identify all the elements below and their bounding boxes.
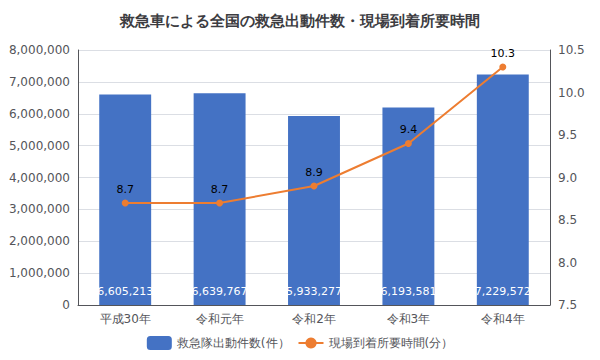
- svg-text:7.5: 7.5: [558, 298, 577, 312]
- svg-text:5,000,000: 5,000,000: [9, 139, 70, 153]
- svg-text:令和3年: 令和3年: [387, 312, 431, 326]
- svg-text:8.7: 8.7: [211, 183, 229, 196]
- svg-text:8.7: 8.7: [116, 183, 134, 196]
- svg-text:6,193,581: 6,193,581: [380, 285, 436, 298]
- svg-text:8.0: 8.0: [558, 256, 577, 270]
- svg-text:1,000,000: 1,000,000: [9, 266, 70, 280]
- svg-text:4,000,000: 4,000,000: [9, 171, 70, 185]
- svg-text:令和2年: 令和2年: [292, 312, 336, 326]
- svg-text:9.5: 9.5: [558, 128, 577, 142]
- svg-text:6,639,767: 6,639,767: [192, 285, 248, 298]
- svg-text:8.5: 8.5: [558, 213, 577, 227]
- svg-text:0: 0: [62, 298, 70, 312]
- svg-text:現場到着所要時間(分）: 現場到着所要時間(分）: [329, 336, 454, 350]
- svg-text:8.9: 8.9: [305, 166, 323, 179]
- svg-text:10.3: 10.3: [491, 47, 516, 60]
- svg-text:令和4年: 令和4年: [481, 312, 525, 326]
- svg-text:9.0: 9.0: [558, 171, 577, 185]
- svg-text:6,000,000: 6,000,000: [9, 107, 70, 121]
- svg-text:救急車による全国の救急出動件数・現場到着所要時間: 救急車による全国の救急出動件数・現場到着所要時間: [119, 12, 480, 30]
- svg-text:令和元年: 令和元年: [196, 312, 244, 326]
- svg-text:7,229,572: 7,229,572: [475, 285, 531, 298]
- svg-text:6,605,213: 6,605,213: [97, 285, 153, 298]
- svg-text:8,000,000: 8,000,000: [9, 43, 70, 57]
- svg-text:10.5: 10.5: [558, 43, 585, 57]
- svg-text:10.0: 10.0: [558, 86, 585, 100]
- svg-text:7,000,000: 7,000,000: [9, 75, 70, 89]
- svg-text:9.4: 9.4: [400, 123, 418, 136]
- svg-text:5,933,277: 5,933,277: [286, 285, 342, 298]
- svg-text:救急隊出動件数(件）: 救急隊出動件数(件）: [176, 336, 290, 350]
- svg-text:平成30年: 平成30年: [100, 312, 151, 326]
- svg-text:2,000,000: 2,000,000: [9, 234, 70, 248]
- svg-text:3,000,000: 3,000,000: [9, 202, 70, 216]
